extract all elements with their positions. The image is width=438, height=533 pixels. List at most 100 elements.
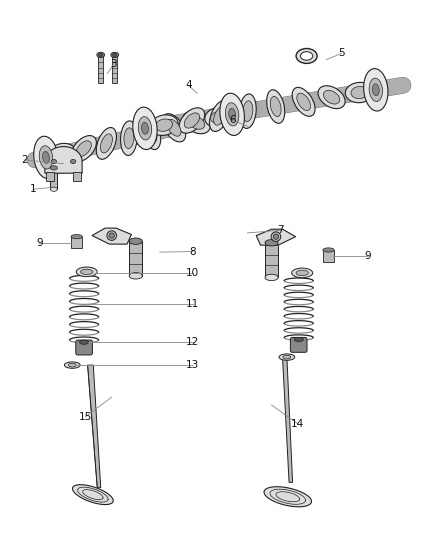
- Bar: [98, 55, 103, 83]
- Ellipse shape: [220, 93, 244, 135]
- Ellipse shape: [80, 340, 88, 344]
- Ellipse shape: [229, 108, 236, 120]
- Ellipse shape: [129, 273, 142, 279]
- Text: 11: 11: [186, 299, 199, 309]
- Text: 13: 13: [186, 360, 199, 370]
- Ellipse shape: [372, 84, 379, 96]
- Ellipse shape: [300, 52, 313, 60]
- Ellipse shape: [364, 69, 388, 111]
- Ellipse shape: [50, 187, 57, 191]
- Ellipse shape: [109, 233, 114, 238]
- Polygon shape: [256, 229, 296, 245]
- Ellipse shape: [120, 121, 137, 156]
- Ellipse shape: [270, 96, 281, 117]
- Ellipse shape: [179, 108, 205, 133]
- Text: 14: 14: [291, 419, 304, 429]
- Ellipse shape: [267, 90, 285, 123]
- Bar: [73, 172, 81, 181]
- Ellipse shape: [292, 87, 315, 116]
- Ellipse shape: [68, 364, 76, 367]
- Bar: [71, 237, 82, 248]
- Polygon shape: [88, 365, 101, 488]
- Ellipse shape: [141, 123, 148, 134]
- Ellipse shape: [71, 159, 76, 164]
- Ellipse shape: [279, 354, 295, 360]
- FancyBboxPatch shape: [290, 337, 307, 352]
- Bar: [129, 241, 142, 276]
- Ellipse shape: [138, 117, 152, 140]
- Ellipse shape: [345, 83, 374, 103]
- Ellipse shape: [265, 274, 278, 281]
- Text: 15: 15: [79, 412, 92, 422]
- Ellipse shape: [273, 234, 279, 239]
- Polygon shape: [45, 147, 82, 173]
- Text: 12: 12: [186, 337, 199, 347]
- Text: 1: 1: [29, 184, 36, 194]
- Ellipse shape: [296, 49, 317, 63]
- Polygon shape: [283, 357, 293, 482]
- Ellipse shape: [53, 148, 70, 160]
- Bar: [50, 168, 57, 189]
- Ellipse shape: [50, 166, 57, 170]
- Ellipse shape: [271, 232, 281, 241]
- Ellipse shape: [167, 119, 181, 136]
- Ellipse shape: [239, 94, 256, 128]
- Text: 9: 9: [364, 251, 371, 261]
- Ellipse shape: [318, 86, 345, 109]
- Ellipse shape: [184, 113, 200, 128]
- Ellipse shape: [81, 269, 93, 274]
- Ellipse shape: [243, 101, 253, 122]
- Ellipse shape: [209, 100, 230, 132]
- Ellipse shape: [205, 107, 233, 127]
- Polygon shape: [73, 484, 113, 505]
- Ellipse shape: [142, 116, 161, 150]
- Ellipse shape: [214, 107, 226, 125]
- Ellipse shape: [39, 146, 53, 169]
- Text: 5: 5: [338, 49, 345, 58]
- Ellipse shape: [133, 107, 157, 150]
- Ellipse shape: [111, 52, 119, 58]
- Ellipse shape: [226, 103, 239, 126]
- Ellipse shape: [34, 136, 58, 179]
- Ellipse shape: [76, 267, 97, 277]
- Ellipse shape: [100, 134, 113, 153]
- Ellipse shape: [71, 135, 96, 161]
- Ellipse shape: [71, 235, 82, 239]
- Ellipse shape: [294, 337, 303, 342]
- Bar: [323, 250, 334, 262]
- Bar: [112, 55, 117, 83]
- Text: 8: 8: [189, 247, 196, 256]
- Text: 6: 6: [229, 115, 236, 125]
- Ellipse shape: [183, 111, 210, 134]
- Ellipse shape: [64, 362, 80, 368]
- Text: 4: 4: [185, 80, 192, 90]
- Ellipse shape: [323, 248, 334, 252]
- Ellipse shape: [162, 114, 186, 142]
- Ellipse shape: [211, 111, 227, 124]
- Ellipse shape: [292, 268, 313, 278]
- Ellipse shape: [323, 90, 340, 104]
- Ellipse shape: [283, 355, 291, 359]
- Ellipse shape: [96, 127, 117, 159]
- Ellipse shape: [265, 240, 278, 246]
- Text: 9: 9: [36, 238, 43, 247]
- FancyBboxPatch shape: [76, 340, 92, 355]
- Ellipse shape: [124, 128, 134, 149]
- Ellipse shape: [97, 52, 105, 58]
- Ellipse shape: [297, 93, 311, 110]
- Text: 2: 2: [21, 155, 28, 165]
- Ellipse shape: [129, 238, 142, 244]
- Ellipse shape: [188, 116, 205, 130]
- Bar: [265, 243, 278, 277]
- Ellipse shape: [146, 123, 157, 143]
- Ellipse shape: [113, 53, 117, 56]
- Polygon shape: [92, 228, 131, 244]
- Ellipse shape: [99, 53, 103, 56]
- Ellipse shape: [369, 78, 382, 101]
- Text: 7: 7: [277, 225, 284, 235]
- Ellipse shape: [296, 270, 308, 276]
- Bar: [46, 172, 54, 181]
- Ellipse shape: [47, 143, 75, 164]
- Ellipse shape: [351, 86, 368, 99]
- Ellipse shape: [76, 141, 92, 157]
